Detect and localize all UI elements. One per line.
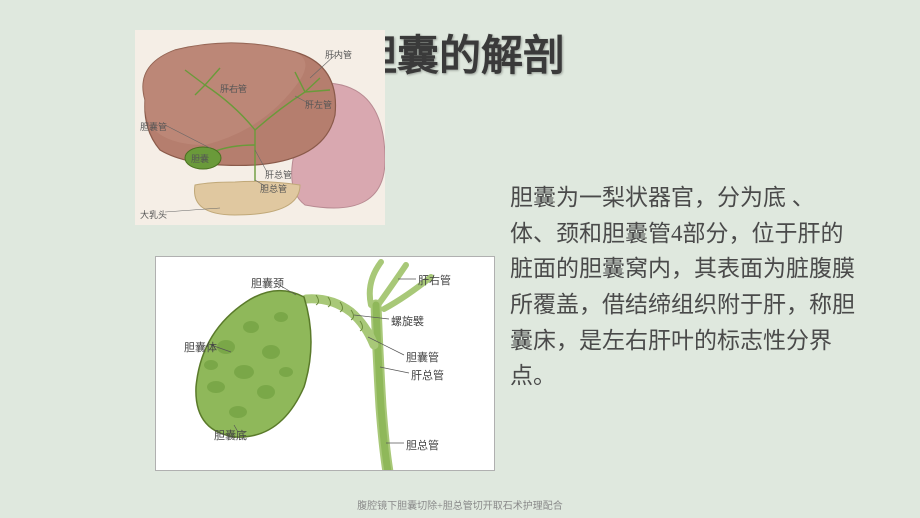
label-spiral-valve: 螺旋襞 [391,313,424,329]
label-intrahepatic-duct: 肝内管 [325,48,352,61]
label-common-hepatic-duct: 肝总管 [265,168,292,181]
label-cystic-duct: 胆囊管 [140,120,167,133]
label-left-hepatic-duct: 肝左管 [305,98,332,111]
label-major-papilla: 大乳头 [140,208,167,221]
label-common-bile-duct-2: 胆总管 [406,437,439,453]
gallbladder-detail-svg [156,257,495,471]
label-common-bile-duct: 胆总管 [260,182,287,195]
slide-title: 胆囊的解剖 [355,22,565,83]
gallbladder-detail-diagram: 胆囊颈 肝右管 螺旋襞 胆囊体 胆囊管 肝总管 胆囊底 胆总管 [155,256,495,471]
slide-footer: 腹腔镜下胆囊切除+胆总管切开取石术护理配合 [0,497,920,512]
label-right-hepatic-duct: 肝右管 [220,82,247,95]
label-cystic-duct-2: 胆囊管 [406,349,439,365]
label-gallbladder-body: 胆囊体 [184,339,217,355]
label-common-hepatic-duct-2: 肝总管 [411,367,444,383]
body-paragraph: 胆囊为一梨状器官，分为底 、体、颈和胆囊管4部分，位于肝的脏面的胆囊窝内，其表面… [510,180,860,394]
liver-gallbladder-diagram: 肝内管 肝右管 肝左管 胆囊管 胆囊 肝总管 胆总管 大乳头 [135,30,385,225]
label-gallbladder-neck: 胆囊颈 [251,275,284,291]
label-gallbladder-fundus: 胆囊底 [214,427,247,443]
label-right-hepatic-duct-2: 肝右管 [418,272,451,288]
label-gallbladder: 胆囊 [191,152,209,165]
